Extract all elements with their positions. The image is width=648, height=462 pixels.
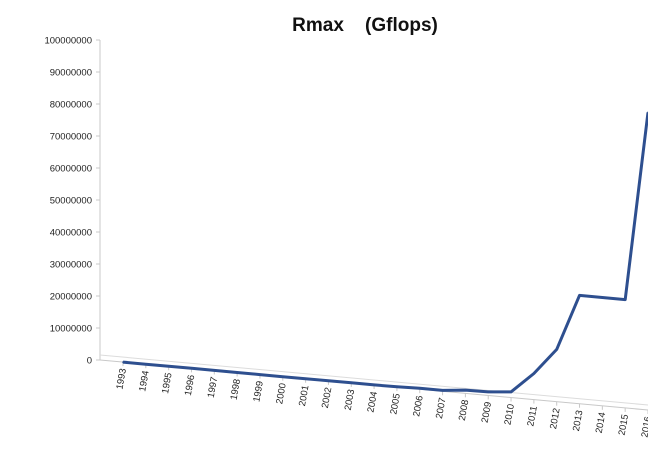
x-axis-line-back — [99, 354, 648, 406]
y-tick-label: 10000000 — [50, 324, 92, 335]
x-tick-label: 1999 — [251, 380, 266, 403]
y-tick-label: 50000000 — [50, 196, 92, 207]
y-tick-label: 20000000 — [50, 292, 92, 303]
x-tick-label: 1996 — [183, 374, 198, 397]
data-point — [350, 382, 353, 384]
x-tick-label: 2015 — [617, 414, 632, 437]
x-tick-label: 2008 — [457, 399, 472, 422]
data-point — [464, 389, 467, 391]
data-point — [487, 391, 490, 393]
x-tick-label: 2010 — [502, 403, 517, 426]
y-tick-label: 70000000 — [50, 132, 92, 143]
y-tick-label: 0 — [87, 356, 92, 367]
x-tick-label: 2005 — [388, 393, 403, 416]
x-tick-label: 1995 — [160, 372, 175, 395]
x-tick-label: 2011 — [525, 405, 539, 427]
data-point — [327, 379, 330, 382]
x-tick-label: 2007 — [434, 397, 449, 420]
x-tick-label: 1993 — [114, 368, 129, 391]
data-point — [373, 384, 375, 386]
data-point — [190, 367, 193, 370]
data-point — [122, 361, 124, 363]
y-axis-ticks: 0 10000000 20000000 30000000 40000000 5000000… — [44, 36, 100, 367]
series-line — [122, 112, 648, 394]
x-tick-label: 2000 — [274, 382, 289, 405]
data-point — [601, 296, 604, 299]
data-point — [510, 391, 512, 393]
x-tick-label: 2006 — [411, 395, 426, 418]
y-tick-label: 90000000 — [50, 68, 92, 79]
data-point — [236, 371, 238, 374]
x-tick-label: 2016 — [639, 416, 648, 439]
x-tick-label: 1997 — [206, 376, 221, 399]
x-tick-label: 2013 — [571, 409, 586, 432]
x-tick-label: 2009 — [480, 401, 495, 424]
data-point — [418, 387, 421, 390]
y-tick-label: 80000000 — [50, 100, 92, 111]
data-point — [145, 363, 147, 365]
series-layer — [122, 111, 648, 394]
data-point — [396, 385, 398, 388]
x-tick-label: 1998 — [229, 378, 244, 401]
x-axis-ticks: 1993 1994 1995 1996 1997 1998 1999 2000 2001 2002… — [114, 362, 648, 438]
y-tick-label: 60000000 — [50, 164, 92, 175]
data-point — [213, 369, 216, 372]
chart-title: Rmax (Gflops) — [292, 15, 438, 36]
data-point — [304, 377, 307, 380]
data-point — [555, 348, 558, 351]
x-tick-label: 1994 — [137, 370, 152, 393]
data-point — [281, 375, 284, 378]
x-tick-label: 2003 — [343, 389, 358, 412]
x-tick-label: 2012 — [548, 407, 563, 430]
data-point — [624, 298, 626, 301]
x-tick-label: 2004 — [366, 391, 381, 414]
y-tick-label: 100000000 — [44, 36, 92, 47]
x-tick-label: 2001 — [297, 384, 312, 407]
data-point — [578, 294, 581, 297]
y-tick-label: 30000000 — [50, 260, 92, 271]
y-tick-label: 40000000 — [50, 228, 92, 239]
data-point — [533, 372, 535, 375]
x-tick-label: 2002 — [320, 386, 335, 409]
data-point — [167, 365, 170, 368]
x-tick-label: 2014 — [594, 411, 609, 434]
data-point — [441, 389, 444, 392]
data-point — [259, 373, 261, 376]
